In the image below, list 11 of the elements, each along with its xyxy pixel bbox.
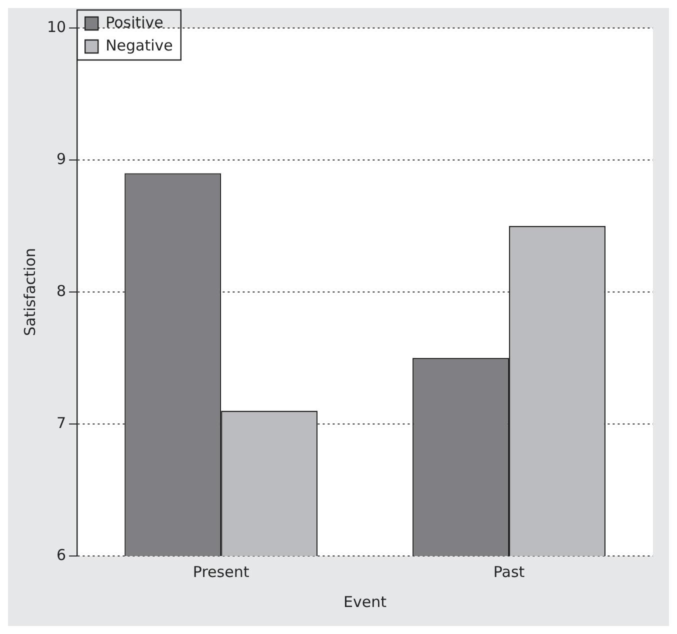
legend-label: Positive — [106, 13, 164, 32]
legend-label: Negative — [106, 36, 173, 54]
y-tick-label: 8 — [56, 282, 66, 300]
x-tick-label: Present — [192, 562, 250, 581]
x-tick-label: Past — [493, 562, 525, 581]
y-tick-label: 9 — [56, 150, 66, 168]
y-tick-label: 7 — [56, 414, 66, 432]
y-tick-label: 6 — [56, 546, 66, 564]
x-axis-title: Event — [344, 592, 387, 611]
y-axis-title: Satisfaction — [20, 248, 39, 336]
y-tick-label: 10 — [46, 18, 66, 36]
